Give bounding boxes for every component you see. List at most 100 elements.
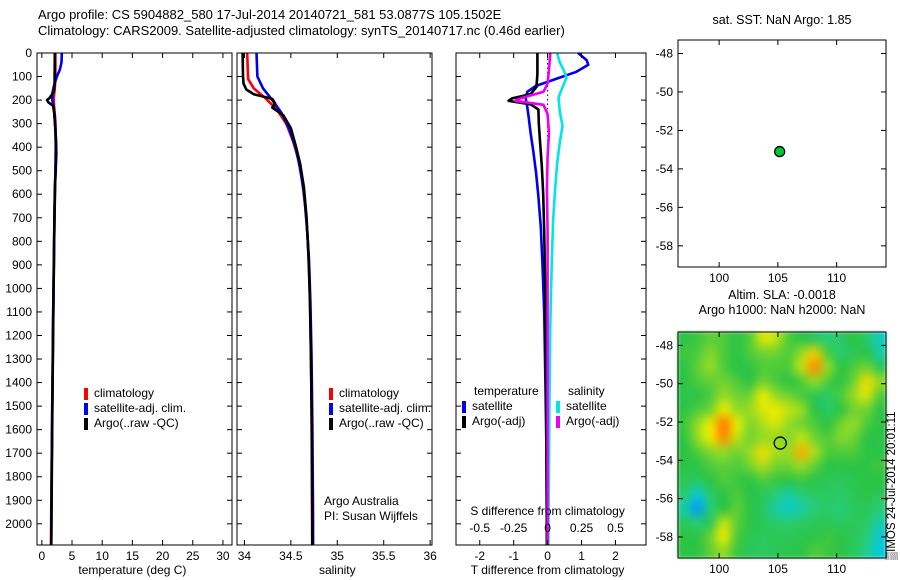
legend-label: climatology bbox=[339, 386, 400, 400]
axes-border bbox=[677, 39, 887, 268]
s-satellite-line-swatch bbox=[556, 400, 560, 413]
climatology-line-swatch bbox=[329, 387, 333, 400]
x-tick-label: 110 bbox=[827, 562, 846, 576]
y-tick-label: -50 bbox=[656, 377, 674, 391]
series-s-argo-adj bbox=[513, 52, 552, 545]
x-tick-label: -1 bbox=[508, 549, 519, 563]
legend-salinity-panel: climatology satellite-adj. clim. Argo(..… bbox=[329, 386, 431, 431]
temp-profile: 0 5 10 15 20 25 300100200300400500600700800900… bbox=[5, 46, 233, 577]
x-tick-label: 100 bbox=[709, 562, 729, 576]
legend-label: Argo(-adj) bbox=[566, 414, 620, 428]
y-tick-label: -54 bbox=[656, 453, 674, 467]
series-t-satellite bbox=[524, 52, 590, 546]
credit-line2: PI: Susan Wijffels bbox=[324, 509, 418, 523]
x-tick-label: 25 bbox=[186, 549, 200, 563]
axes-border bbox=[36, 52, 233, 546]
legend-label: Argo(..raw -QC) bbox=[339, 416, 424, 430]
sst-panel-title: sat. SST: NaN Argo: 1.85 bbox=[712, 13, 852, 27]
y-tick-label: 1300 bbox=[5, 352, 32, 366]
x-axis-label: salinity bbox=[319, 563, 356, 577]
series-argo-raw-qc bbox=[241, 52, 314, 546]
x-tick-label: 10 bbox=[96, 549, 110, 563]
y-tick-label: 1000 bbox=[5, 281, 32, 295]
x-tick-label: 0 bbox=[544, 549, 551, 563]
sla-panel-title-line2: Argo h1000: NaN h2000: NaN bbox=[698, 303, 866, 317]
series-satellite-adj-clim bbox=[255, 52, 315, 546]
x-tick-label: 35 bbox=[331, 549, 345, 563]
y-tick-label: -58 bbox=[656, 239, 674, 253]
axes-border bbox=[455, 52, 647, 546]
series-s-satellite bbox=[547, 52, 568, 546]
sla-panel-title-line1: Altim. SLA: -0.0018 bbox=[728, 288, 836, 302]
x-tick-label: 5 bbox=[69, 549, 76, 563]
y-tick-label: 1900 bbox=[5, 493, 32, 507]
satellite-adj-line-swatch bbox=[329, 402, 333, 415]
x-tick-label: 1 bbox=[578, 549, 585, 563]
y-tick-label: 1600 bbox=[5, 423, 32, 437]
y-tick-label: 900 bbox=[12, 258, 32, 272]
location-map: 100 105 110 -48 -50 -52 -54 -56 -58 bbox=[656, 39, 887, 285]
x-tick-label: 2 bbox=[612, 549, 619, 563]
legend-label: Argo(-adj) bbox=[472, 414, 526, 428]
salinity-profile: 34 34.5 35 35.5 36 salinity bbox=[236, 52, 437, 577]
y-tick-label: 1100 bbox=[6, 305, 32, 319]
y-tick-label: 800 bbox=[12, 234, 32, 248]
x-tick-label: 110 bbox=[827, 271, 846, 285]
secondary-tick-label: 0.25 bbox=[570, 521, 594, 535]
y-tick-label: 1700 bbox=[5, 446, 32, 460]
x-tick-label: 105 bbox=[768, 562, 788, 576]
secondary-tick-label: -0.5 bbox=[469, 521, 490, 535]
figure-title-line2: Climatology: CARS2009. Satellite-adjuste… bbox=[38, 23, 565, 38]
x-tick-label: 36 bbox=[423, 549, 437, 563]
y-tick-label: -58 bbox=[656, 530, 674, 544]
legend-header: salinity bbox=[568, 384, 605, 398]
climatology-line-swatch bbox=[84, 387, 88, 400]
x-axis-label: temperature (deg C) bbox=[78, 563, 186, 577]
legend-difference-salinity: salinity satellite Argo(-adj) bbox=[556, 384, 619, 429]
secondary-tick-label: 0 bbox=[544, 521, 551, 535]
difference-profile: -2 -1 0 1 2T difference from climatology S di… bbox=[455, 52, 647, 577]
sla-map: 100 105 110 -48 -50 -52 -54 -56 -58 bbox=[656, 331, 887, 576]
sla-heatmap bbox=[678, 332, 886, 558]
argo-position-circle bbox=[773, 436, 787, 450]
y-tick-label: 300 bbox=[12, 117, 32, 131]
legend-label: satellite-adj. clim. bbox=[94, 401, 187, 415]
x-tick-label: 105 bbox=[768, 271, 788, 285]
legend-header: temperature bbox=[474, 384, 539, 398]
x-tick-label: 34.5 bbox=[279, 549, 303, 563]
legend-label: Argo(..raw -QC) bbox=[94, 416, 179, 430]
x-tick-label: 35.5 bbox=[372, 549, 396, 563]
y-tick-label: -52 bbox=[656, 123, 674, 137]
x-tick-label: 30 bbox=[216, 549, 230, 563]
figure-title-line1: Argo profile: CS 5904882_580 17-Jul-2014… bbox=[38, 7, 502, 22]
s-argo-adj-line-swatch bbox=[556, 415, 560, 428]
x-tick-label: 20 bbox=[156, 549, 170, 563]
y-tick-label: -52 bbox=[656, 415, 674, 429]
series-argo-raw-qc bbox=[45, 52, 58, 546]
y-tick-label: 500 bbox=[12, 164, 32, 178]
credit-line1: Argo Australia bbox=[324, 494, 399, 508]
series-t-argo-adj bbox=[507, 53, 549, 546]
legend-label: satellite bbox=[566, 399, 607, 413]
y-tick-label: -48 bbox=[656, 338, 674, 352]
legend-item: climatology bbox=[84, 386, 186, 401]
x-tick-label: 100 bbox=[709, 271, 729, 285]
x-tick-label: 15 bbox=[126, 549, 140, 563]
secondary-tick-label: 0.5 bbox=[607, 521, 624, 535]
y-tick-label: 1400 bbox=[5, 376, 32, 390]
x-tick-label: -2 bbox=[474, 549, 485, 563]
axes-border bbox=[677, 331, 887, 559]
y-tick-label: 2000 bbox=[5, 517, 32, 531]
imos-timestamp-watermark: ▒IMOS 24-Jul-2014 20:01:11 bbox=[886, 411, 898, 560]
x-axis-label: T difference from climatology bbox=[471, 563, 625, 577]
secondary-axis-title: S difference from climatology bbox=[470, 504, 625, 518]
secondary-tick-label: -0.25 bbox=[500, 521, 528, 535]
legend-item: satellite-adj. clim. bbox=[84, 401, 186, 416]
y-tick-label: -56 bbox=[656, 492, 674, 506]
y-tick-label: 1500 bbox=[5, 399, 32, 413]
legend-difference-temperature: temperature satellite Argo(-adj) bbox=[462, 384, 539, 429]
x-tick-label: 0 bbox=[38, 549, 45, 563]
satellite-adj-line-swatch bbox=[84, 402, 88, 415]
series-climatology bbox=[245, 52, 314, 546]
legend-label: climatology bbox=[94, 386, 155, 400]
